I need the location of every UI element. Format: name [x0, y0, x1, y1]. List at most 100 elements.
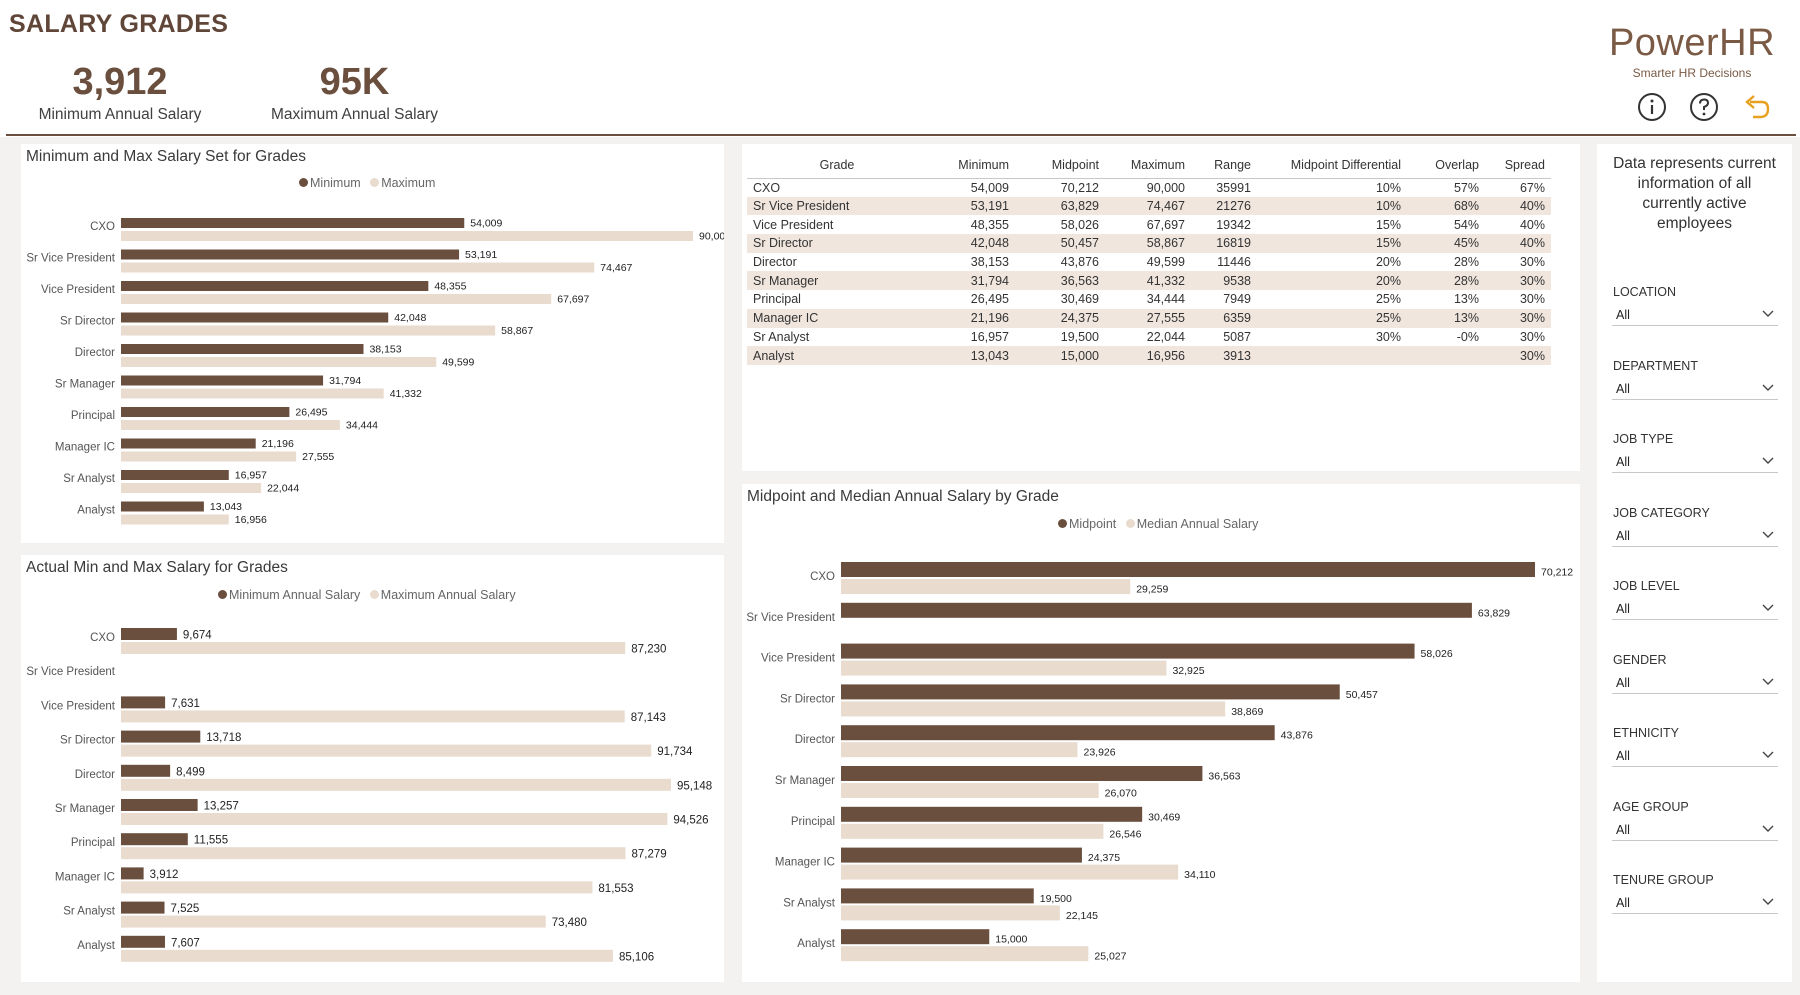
bar[interactable]: [121, 881, 593, 894]
slicer-dropdown[interactable]: All: [1612, 302, 1778, 326]
column-header[interactable]: Midpoint Differential: [1257, 152, 1407, 179]
table-row[interactable]: Sr Manager 31,794 36,563 41,332 9538 20% 28% 30…: [747, 271, 1551, 291]
bar[interactable]: [121, 470, 229, 480]
info-icon[interactable]: [1637, 92, 1667, 122]
bar[interactable]: [121, 628, 177, 640]
bar[interactable]: [121, 501, 204, 512]
slicer-dropdown[interactable]: All: [1612, 670, 1778, 694]
chevron-down-icon[interactable]: [1762, 895, 1774, 907]
table-row[interactable]: Sr Analyst 16,957 19,500 22,044 5087 30% -0% 30…: [747, 328, 1551, 347]
bar[interactable]: [121, 231, 693, 241]
bar[interactable]: [841, 742, 1078, 758]
bar[interactable]: [121, 867, 144, 880]
slicer-dropdown[interactable]: All: [1612, 596, 1778, 620]
bar[interactable]: [841, 888, 1034, 904]
bar[interactable]: [121, 218, 465, 228]
table-row[interactable]: CXO 54,009 70,212 90,000 35991 10% 57% 67%: [747, 178, 1551, 197]
bar[interactable]: [121, 813, 668, 825]
bar[interactable]: [121, 281, 429, 291]
column-header[interactable]: Maximum: [1105, 152, 1191, 179]
bar[interactable]: [121, 262, 595, 273]
chevron-down-icon[interactable]: [1762, 381, 1774, 393]
column-header[interactable]: Grade: [747, 152, 927, 179]
bar[interactable]: [841, 562, 1535, 577]
chevron-down-icon[interactable]: [1762, 601, 1774, 613]
bar[interactable]: [121, 949, 613, 962]
table-row[interactable]: Director 38,153 43,876 49,599 11446 20% 28% 30%: [747, 253, 1551, 272]
bar[interactable]: [841, 823, 1104, 839]
bar[interactable]: [121, 249, 460, 260]
column-header[interactable]: Spread: [1485, 152, 1551, 179]
bar[interactable]: [121, 312, 389, 323]
bar[interactable]: [121, 744, 652, 757]
column-header[interactable]: Midpoint: [1015, 152, 1105, 179]
slicer-dropdown[interactable]: All: [1612, 523, 1778, 547]
bar[interactable]: [121, 847, 626, 860]
help-icon[interactable]: [1689, 92, 1719, 122]
table-row[interactable]: Manager IC 21,196 24,375 27,555 6359 25% 13% 30…: [747, 308, 1551, 328]
bar[interactable]: [121, 833, 188, 846]
bar[interactable]: [121, 344, 364, 354]
table-row[interactable]: Sr Director 42,048 50,457 58,867 16819 15% 45%…: [747, 234, 1551, 253]
bar[interactable]: [841, 905, 1060, 921]
table-row[interactable]: Analyst 13,043 15,000 16,956 3913 30%: [747, 346, 1551, 365]
chevron-down-icon[interactable]: [1762, 307, 1774, 319]
chevron-down-icon[interactable]: [1762, 748, 1774, 760]
bar[interactable]: [841, 660, 1167, 676]
bar[interactable]: [121, 420, 340, 430]
chevron-down-icon[interactable]: [1762, 675, 1774, 687]
chevron-down-icon[interactable]: [1762, 528, 1774, 540]
data-label: 87,143: [631, 712, 666, 724]
bar[interactable]: [121, 407, 290, 417]
slicer-dropdown[interactable]: All: [1612, 449, 1778, 473]
bar[interactable]: [121, 778, 671, 791]
column-header[interactable]: Minimum: [927, 152, 1015, 179]
bar[interactable]: [841, 725, 1275, 741]
bar[interactable]: [841, 602, 1472, 618]
bar[interactable]: [121, 514, 229, 525]
table-cell: 28%: [1453, 255, 1479, 270]
bar[interactable]: [121, 294, 552, 304]
table-cell: Vice President: [753, 217, 834, 232]
bar[interactable]: [121, 325, 496, 336]
bar[interactable]: [121, 730, 201, 743]
bar[interactable]: [121, 799, 198, 811]
table-row[interactable]: Vice President 48,355 58,026 67,697 19342 15%…: [747, 215, 1551, 234]
bar[interactable]: [841, 643, 1415, 659]
bar[interactable]: [841, 701, 1226, 717]
bar[interactable]: [121, 764, 171, 777]
slicer-dropdown[interactable]: All: [1612, 890, 1778, 914]
bar[interactable]: [841, 806, 1143, 822]
bar[interactable]: [121, 915, 546, 928]
bar[interactable]: [841, 783, 1099, 798]
bar[interactable]: [841, 579, 1131, 594]
table-row[interactable]: Sr Vice President 53,191 63,829 74,467 21276…: [747, 196, 1551, 216]
back-arrow-icon[interactable]: [1741, 92, 1771, 122]
slicer-dropdown[interactable]: All: [1612, 743, 1778, 767]
chevron-down-icon[interactable]: [1762, 454, 1774, 466]
bar[interactable]: [841, 847, 1082, 863]
bar[interactable]: [121, 935, 165, 948]
bar[interactable]: [121, 483, 262, 493]
bar[interactable]: [841, 929, 990, 945]
bar[interactable]: [121, 642, 626, 654]
bar[interactable]: [841, 864, 1179, 880]
bar[interactable]: [121, 901, 165, 914]
bar[interactable]: [841, 684, 1340, 700]
bar[interactable]: [121, 388, 384, 399]
table-row[interactable]: Principal 26,495 30,469 34,444 7949 25% 13% 30%: [747, 290, 1551, 309]
bar[interactable]: [121, 357, 437, 367]
bar[interactable]: [841, 766, 1203, 781]
bar[interactable]: [121, 710, 625, 723]
bar[interactable]: [121, 438, 256, 449]
slicer-dropdown[interactable]: All: [1612, 376, 1778, 400]
slicer-dropdown[interactable]: All: [1612, 817, 1778, 841]
bar[interactable]: [121, 375, 324, 386]
bar[interactable]: [121, 451, 297, 462]
bar[interactable]: [841, 946, 1089, 962]
table-cell: 63,829: [1015, 196, 1105, 216]
column-header[interactable]: Range: [1191, 152, 1257, 179]
column-header[interactable]: Overlap: [1407, 152, 1485, 179]
chevron-down-icon[interactable]: [1762, 822, 1774, 834]
bar[interactable]: [121, 696, 166, 709]
